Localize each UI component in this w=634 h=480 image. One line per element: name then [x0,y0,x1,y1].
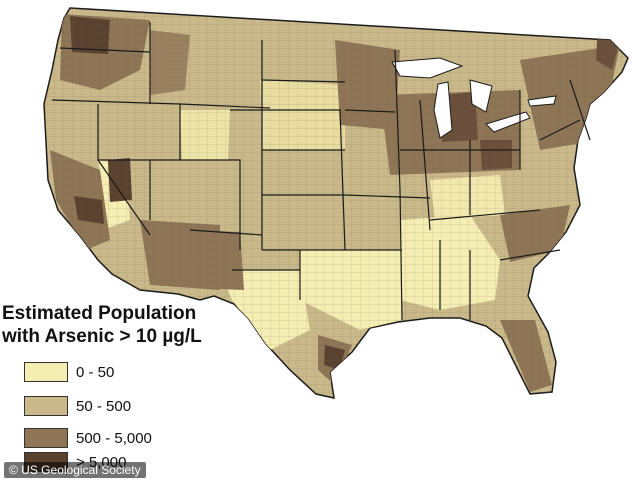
legend-title-line2: with Arsenic > 10 µg/L [2,326,202,347]
legend-label: 500 - 5,000 [76,429,152,447]
legend-swatch [24,428,68,448]
legend-title-line1: Estimated Population [2,303,197,324]
legend-swatch [24,362,68,382]
legend-label: 0 - 50 [76,363,115,381]
legend-item-500-5000: 500 - 5,000 [24,428,152,448]
legend-label: 50 - 500 [76,397,132,415]
lake-erie [485,111,531,133]
legend-item-0-50: 0 - 50 [24,362,114,382]
legend: Estimated Population with Arsenic > 10 µ… [0,302,260,472]
lake-ontario [527,95,557,107]
lake-superior [391,57,464,79]
lake-michigan [433,81,453,139]
state-borders [51,22,591,321]
legend-swatch [24,396,68,416]
image-credit: © US Geological Society [4,462,146,478]
lake-huron [469,79,493,113]
legend-item-50-500: 50 - 500 [24,396,131,416]
